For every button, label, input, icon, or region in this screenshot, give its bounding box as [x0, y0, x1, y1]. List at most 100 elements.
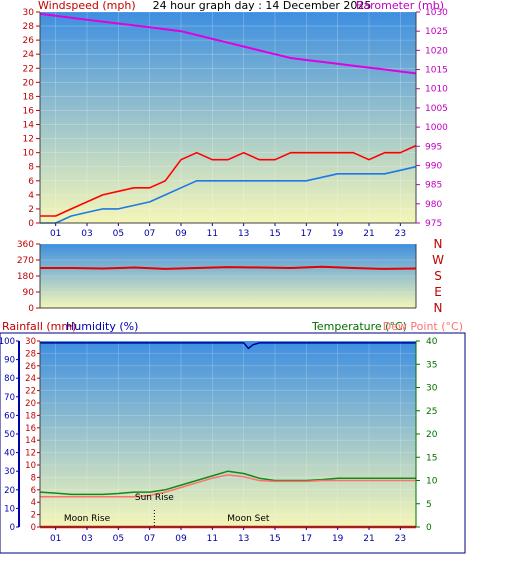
- compass-label: N: [434, 237, 443, 251]
- wind-baro-series: [39, 12, 417, 224]
- hour-tick-label: 23: [395, 534, 406, 544]
- temperature-label: Temperature (°C): [311, 320, 407, 333]
- hour-tick-label: 09: [175, 534, 187, 544]
- hour-tick-label: 13: [238, 534, 249, 544]
- humidity-tick-label: 20: [4, 486, 15, 496]
- humidity-tick-label: 30: [4, 467, 15, 477]
- barometer-tick-label: 995: [425, 142, 442, 152]
- wind-average-line: [40, 165, 417, 224]
- hour-tick-label: 15: [269, 534, 280, 544]
- hour-tick-label: 07: [144, 229, 155, 239]
- humidity-tick-label: 90: [4, 356, 15, 366]
- hour-tick-label: 03: [81, 534, 92, 544]
- rainfall-label: Rainfall (mm): [2, 320, 76, 333]
- humidity-tick-label: 80: [4, 374, 15, 384]
- humidity-tick-label: 100: [0, 337, 15, 347]
- hour-tick-label: 07: [144, 534, 155, 544]
- rainfall-tick-label: 2: [31, 511, 36, 521]
- hour-tick-label: 05: [113, 229, 124, 239]
- hour-tick-label: 19: [332, 229, 344, 239]
- windspeed-tick-label: 24: [23, 50, 35, 60]
- rainfall-tick-label: 22: [25, 387, 36, 397]
- temperature-tick-label: 35: [426, 360, 437, 370]
- windspeed-tick-label: 6: [28, 177, 34, 187]
- temperature-tick-label: 0: [426, 523, 432, 533]
- barometer-tick-label: 985: [425, 181, 442, 191]
- barometer-tick-label: 1000: [425, 123, 448, 133]
- rainfall-tick-label: 6: [31, 486, 36, 496]
- humidity-tick-label: 40: [4, 449, 15, 459]
- humidity-tick-label: 50: [4, 430, 15, 440]
- windspeed-tick-label: 28: [23, 22, 35, 32]
- compass-label: N: [434, 301, 443, 315]
- humidity-label: Humidity (%): [66, 320, 138, 333]
- barometer-label: Barometer (mb): [356, 0, 444, 12]
- hour-tick-label: 15: [269, 229, 280, 239]
- barometer-tick-label: 975: [425, 219, 442, 229]
- wind-direction-line: [40, 265, 417, 270]
- windspeed-tick-label: 30: [23, 8, 35, 18]
- hour-tick-label: 11: [207, 229, 218, 239]
- temperature-tick-label: 20: [426, 430, 438, 440]
- humidity-tick-label: 70: [4, 393, 15, 403]
- direction-tick-label: 180: [17, 272, 34, 282]
- windspeed-tick-label: 4: [28, 191, 34, 201]
- temperature-tick-label: 30: [426, 384, 438, 394]
- windspeed-line: [40, 144, 417, 217]
- hour-tick-label: 21: [363, 229, 374, 239]
- rainfall-tick-label: 28: [25, 349, 36, 359]
- wind-baro-axes: 0246810121416182022242628309759809859909…: [23, 8, 449, 239]
- direction-tick-label: 90: [23, 288, 35, 298]
- hour-tick-label: 17: [301, 229, 312, 239]
- astro-annotation-label: Moon Set: [227, 514, 270, 524]
- barometer-tick-label: 1025: [425, 27, 448, 37]
- rainfall-tick-label: 14: [25, 436, 36, 446]
- hour-tick-label: 09: [175, 229, 187, 239]
- dew-point-line: [40, 474, 416, 498]
- hour-tick-label: 21: [363, 534, 374, 544]
- rainfall-tick-label: 18: [25, 411, 36, 421]
- barometer-tick-label: 1015: [425, 66, 448, 76]
- temperature-tick-label: 15: [426, 453, 437, 463]
- hour-tick-label: 13: [238, 229, 249, 239]
- humidity-line: [40, 342, 416, 350]
- rainfall-tick-label: 4: [31, 498, 36, 508]
- dew-point-label: Dew Point (°C): [383, 320, 463, 333]
- windspeed-tick-label: 16: [23, 106, 35, 116]
- barometer-tick-label: 1005: [425, 104, 448, 114]
- windspeed-tick-label: 10: [23, 149, 35, 159]
- rainfall-tick-label: 12: [25, 449, 36, 459]
- hour-tick-label: 17: [301, 534, 312, 544]
- barometer-tick-label: 1020: [425, 46, 448, 56]
- temperature-line: [39, 470, 416, 496]
- rainfall-tick-label: 10: [25, 461, 36, 471]
- rainfall-tick-label: 16: [25, 424, 36, 434]
- windspeed-label: Windspeed (mph): [38, 0, 136, 12]
- compass-label: W: [432, 253, 444, 267]
- rainfall-tick-label: 20: [25, 399, 36, 409]
- compass-label: S: [434, 269, 442, 283]
- humidity-tick-label: 60: [4, 411, 15, 421]
- direction-tick-label: 270: [17, 256, 34, 266]
- astro-annotations: Moon Rise Sun Rise Moon Set: [64, 493, 270, 527]
- hour-tick-label: 23: [395, 229, 406, 239]
- hour-tick-label: 01: [50, 229, 61, 239]
- compass-label: E: [434, 285, 442, 299]
- temperature-tick-label: 10: [426, 477, 438, 487]
- wind-baro-plot-area: [40, 12, 416, 223]
- rainfall-tick-label: 0: [31, 523, 36, 533]
- temperature-tick-label: 40: [426, 337, 438, 347]
- rainfall-tick-label: 26: [25, 362, 36, 372]
- hour-tick-label: 19: [332, 534, 344, 544]
- direction-plot-area: [40, 244, 416, 308]
- rainfall-tick-label: 30: [25, 337, 36, 347]
- rainfall-tick-label: 24: [25, 374, 36, 384]
- hour-tick-label: 05: [113, 534, 124, 544]
- hour-tick-label: 11: [207, 534, 218, 544]
- barometer-tick-label: 980: [425, 200, 442, 210]
- windspeed-tick-label: 20: [23, 78, 35, 88]
- direction-tick-label: 0: [28, 304, 34, 314]
- barometer-line: [39, 12, 417, 75]
